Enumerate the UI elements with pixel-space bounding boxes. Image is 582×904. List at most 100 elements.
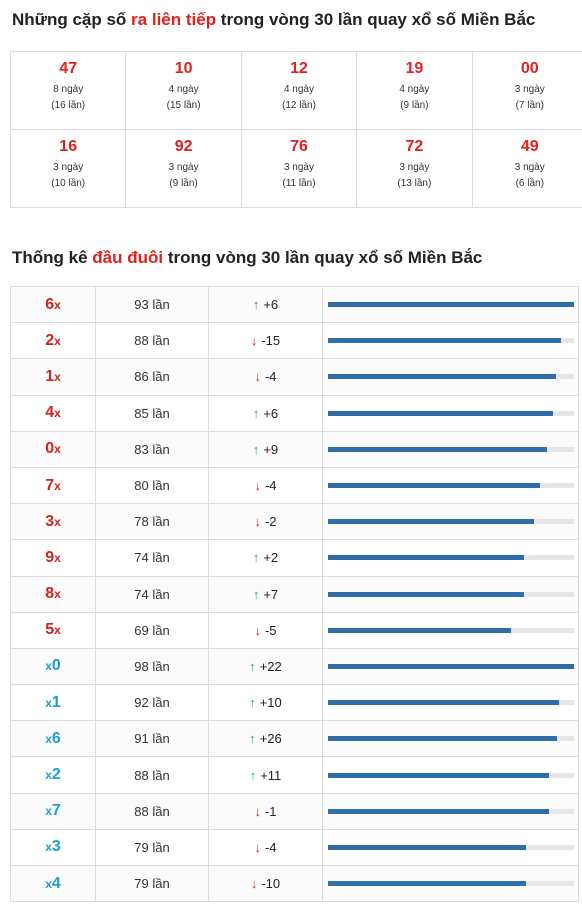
bar-cell [322, 756, 579, 794]
change-value: +2 [263, 550, 279, 566]
head-digit-label: 8x [45, 585, 61, 603]
bar-cell [322, 358, 579, 396]
progress-bar-fill [328, 736, 557, 742]
pair-count: (12 lần) [282, 100, 316, 111]
pair-cell: 49 3 ngày (6 lần) [471, 129, 582, 208]
progress-bar-fill [328, 700, 559, 706]
occurrence-count: 88 lần [134, 803, 170, 819]
pair-count: (9 lần) [169, 178, 198, 189]
head-digit-label: 3x [45, 512, 61, 530]
change-value: +26 [259, 731, 282, 747]
stats-row: 4x 85 lần ↑ +6 [10, 394, 579, 432]
head-digit-label: 4x [45, 404, 61, 422]
count-cell: 85 lần [95, 394, 209, 432]
tail-digit-label: x2 [45, 766, 61, 784]
count-cell: 69 lần [95, 611, 209, 649]
change-cell: ↓ -4 [208, 828, 323, 867]
progress-bar-track [328, 555, 574, 561]
pair-number: 92 [174, 138, 193, 155]
change-value: +6 [263, 405, 279, 421]
progress-bar-track [328, 446, 574, 452]
head-digit-label: 6x [45, 295, 61, 313]
pair-number: 19 [405, 60, 424, 77]
digit-label-cell: 7x [10, 466, 96, 505]
progress-bar-track [328, 772, 574, 778]
count-cell: 88 lần [95, 322, 209, 360]
change-value: -5 [264, 622, 277, 638]
progress-bar-fill [328, 519, 535, 525]
digit-label-cell: 8x [10, 575, 96, 613]
stats-row: 2x 88 lần ↓ -15 [10, 322, 579, 360]
progress-bar-fill [328, 483, 540, 489]
occurrence-count: 74 lần [134, 550, 170, 566]
progress-bar-track [328, 338, 574, 344]
pair-number: 72 [405, 138, 424, 155]
bar-cell [322, 720, 579, 758]
progress-bar-fill [328, 881, 527, 887]
bar-cell [322, 792, 579, 830]
digit-label-cell: 1x [10, 358, 96, 396]
occurrence-count: 79 lần [134, 839, 170, 855]
pairs-row: 47 8 ngày (16 lần) 10 4 ngày (15 lần) 12 4 ngày… [9, 51, 582, 130]
count-cell: 74 lần [95, 539, 209, 577]
pair-count: (6 lần) [515, 178, 544, 189]
pair-count: (15 lần) [166, 100, 201, 111]
progress-bar-fill [328, 446, 548, 452]
stats-row: x0 98 lần ↑ +22 [10, 647, 579, 686]
change-cell: ↓ -1 [208, 792, 323, 830]
digit-label-cell: 2x [10, 322, 96, 360]
change-cell: ↓ -10 [208, 864, 323, 903]
pair-number: 76 [290, 138, 308, 155]
stats-row: 7x 80 lần ↓ -4 [10, 466, 579, 505]
bar-cell [322, 503, 579, 541]
pair-count: (7 lần) [515, 100, 544, 111]
digit-label-cell: 5x [10, 611, 96, 649]
bar-cell [322, 430, 579, 468]
digit-label-cell: x3 [10, 828, 96, 867]
pair-number: 47 [59, 60, 78, 77]
progress-bar-fill [328, 410, 553, 416]
count-cell: 93 lần [95, 285, 209, 324]
stats-row: x1 92 lần ↑ +10 [10, 684, 579, 722]
pair-days: 4 ngày [399, 84, 430, 95]
change-cell: ↑ +7 [208, 575, 323, 613]
arrow-down-icon: ↓ [254, 514, 261, 530]
change-cell: ↓ -2 [208, 503, 323, 541]
head-digit-label: 2x [45, 331, 61, 349]
arrow-up-icon: ↑ [249, 767, 257, 783]
digit-label-cell: x7 [10, 792, 96, 830]
change-cell: ↑ +22 [208, 647, 323, 686]
occurrence-count: 85 lần [134, 405, 170, 421]
stats-row: 5x 69 lần ↓ -5 [10, 611, 579, 649]
progress-bar-fill [328, 844, 527, 850]
stats-row: 1x 86 lần ↓ -4 [10, 358, 579, 396]
bar-cell [322, 539, 579, 577]
head-digit-label: 0x [45, 440, 61, 458]
change-cell: ↑ +26 [208, 720, 323, 758]
pair-days: 3 ngày [53, 162, 84, 173]
pair-cell: 10 4 ngày (15 lần) [125, 51, 242, 130]
change-value: +7 [263, 586, 279, 602]
arrow-up-icon: ↑ [252, 297, 260, 313]
change-value: -15 [261, 333, 281, 349]
pair-days: 3 ngày [514, 84, 545, 95]
progress-bar-fill [328, 627, 511, 633]
occurrence-count: 92 lần [134, 695, 170, 711]
stats-row: 3x 78 lần ↓ -2 [10, 503, 579, 541]
progress-bar-track [328, 519, 574, 525]
pair-count: (16 lần) [51, 100, 86, 111]
bar-cell [322, 466, 579, 505]
change-cell: ↓ -4 [208, 466, 323, 505]
stats-row: 9x 74 lần ↑ +2 [10, 539, 579, 577]
arrow-up-icon: ↑ [249, 695, 256, 711]
arrow-down-icon: ↓ [254, 839, 261, 855]
progress-bar-track [328, 736, 574, 742]
occurrence-count: 80 lần [134, 478, 170, 494]
arrow-up-icon: ↑ [252, 550, 260, 566]
head-tail-stats-title: Thống kê đầu đuôi trong vòng 30 lần quay… [12, 248, 483, 267]
arrow-down-icon: ↓ [254, 622, 261, 638]
change-value: -4 [264, 369, 277, 385]
tail-digit-label: x7 [45, 802, 61, 820]
count-cell: 78 lần [95, 503, 209, 541]
arrow-down-icon: ↓ [254, 803, 261, 819]
